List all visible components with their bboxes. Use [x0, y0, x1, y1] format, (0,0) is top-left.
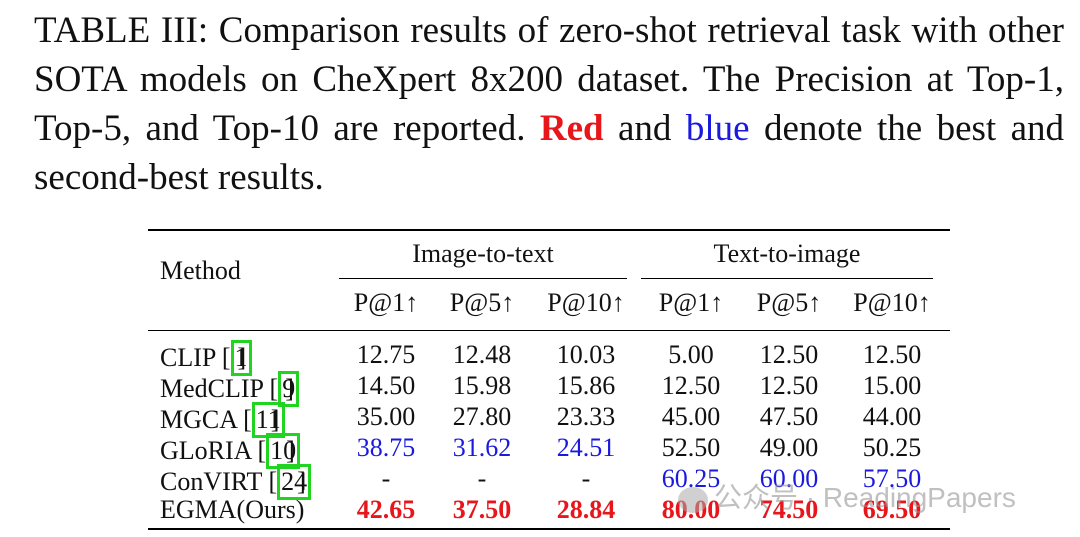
method-label: EGMA(Ours) — [160, 495, 305, 524]
group-rule-text-to-image — [641, 278, 933, 279]
citation-bracket: ] — [286, 436, 295, 465]
watermark-text: 公众号 · ReadingPapers — [714, 482, 1016, 513]
method-name: GLoRIA [10] — [160, 433, 301, 469]
method-label: MGCA [ — [160, 405, 252, 434]
table-cell: 12.50 — [759, 371, 819, 400]
caption-blue-word: blue — [685, 108, 750, 149]
group-header-image-to-text: Image-to-text — [412, 239, 554, 268]
method-name: MGCA [11] — [160, 402, 285, 438]
table-cell: 57.50 — [862, 464, 922, 493]
group-rule-image-to-text — [339, 278, 627, 279]
method-label: CLIP [ — [160, 343, 231, 372]
method-name: MedCLIP [9] — [160, 371, 300, 407]
table-cell: 12.50 — [661, 371, 721, 400]
table-caption: TABLE III: Comparison results of zero-sh… — [34, 6, 1064, 202]
table-cell: 23.33 — [556, 402, 616, 431]
header-bottom-rule — [148, 330, 950, 331]
table-top-rule — [148, 229, 950, 231]
table-cell: 27.80 — [452, 402, 512, 431]
method-name: EGMA(Ours) — [160, 495, 304, 525]
citation-link[interactable]: 9 — [278, 371, 300, 407]
table-cell: 24.51 — [556, 433, 616, 462]
table-cell: - — [381, 464, 391, 493]
caption-and-word: and — [603, 108, 686, 149]
table-cell: 31.62 — [452, 433, 512, 462]
method-label: GLoRIA [ — [160, 436, 267, 465]
watermark: 公众号 · ReadingPapers — [678, 476, 1016, 516]
table-cell: 12.50 — [759, 340, 819, 369]
table-cell: 35.00 — [356, 402, 416, 431]
metric-header: P@1↑ — [658, 288, 724, 317]
table-cell: 12.48 — [452, 340, 512, 369]
method-name: CLIP [1] — [160, 340, 252, 376]
citation-link[interactable]: 11 — [251, 402, 285, 438]
table-cell: 69.50 — [862, 495, 922, 524]
method-name: ConVIRT [24] — [160, 464, 312, 500]
table-cell: 14.50 — [356, 371, 416, 400]
table-bottom-rule — [148, 528, 950, 530]
table-cell: 60.00 — [759, 464, 819, 493]
table-cell: 49.00 — [759, 433, 819, 462]
citation-link[interactable]: 24 — [277, 464, 312, 500]
table-cell: 74.50 — [759, 495, 819, 524]
method-label: ConVIRT [ — [160, 467, 278, 496]
metric-header: P@1↑ — [353, 288, 419, 317]
table-cell: 5.00 — [668, 340, 714, 369]
table-cell: 50.25 — [862, 433, 922, 462]
method-header: Method — [160, 256, 241, 285]
citation-link[interactable]: 10 — [266, 433, 301, 469]
citation-link[interactable]: 1 — [230, 340, 252, 376]
method-label: MedCLIP [ — [160, 374, 279, 403]
caption-text-2: denote the best and second-best results. — [34, 108, 1064, 198]
table-cell: 15.00 — [862, 371, 922, 400]
table-cell: 44.00 — [862, 402, 922, 431]
metric-header: P@10↑ — [547, 288, 625, 317]
table-cell: 37.50 — [452, 495, 512, 524]
citation-bracket: ] — [297, 467, 306, 496]
table-cell: - — [477, 464, 487, 493]
table-cell: 47.50 — [759, 402, 819, 431]
metric-header: P@10↑ — [853, 288, 931, 317]
metric-header: P@5↑ — [449, 288, 515, 317]
metric-header: P@5↑ — [756, 288, 822, 317]
caption-red-word: Red — [539, 108, 604, 149]
table-cell: 15.86 — [556, 371, 616, 400]
wechat-icon — [678, 486, 708, 513]
citation-bracket: ] — [285, 374, 294, 403]
table-cell: 28.84 — [556, 495, 616, 524]
citation-bracket: ] — [270, 405, 280, 434]
table-cell: 38.75 — [356, 433, 416, 462]
table-cell: 12.50 — [862, 340, 922, 369]
group-header-text-to-image: Text-to-image — [713, 239, 861, 268]
table-cell: 10.03 — [556, 340, 616, 369]
table-cell: - — [581, 464, 591, 493]
caption-text-1: TABLE III: Comparison results of zero-sh… — [34, 10, 1064, 149]
table-cell: 42.65 — [356, 495, 416, 524]
table-cell: 52.50 — [661, 433, 721, 462]
citation-bracket: ] — [237, 343, 247, 372]
table-cell: 12.75 — [356, 340, 416, 369]
table-cell: 15.98 — [452, 371, 512, 400]
table-cell: 45.00 — [661, 402, 721, 431]
